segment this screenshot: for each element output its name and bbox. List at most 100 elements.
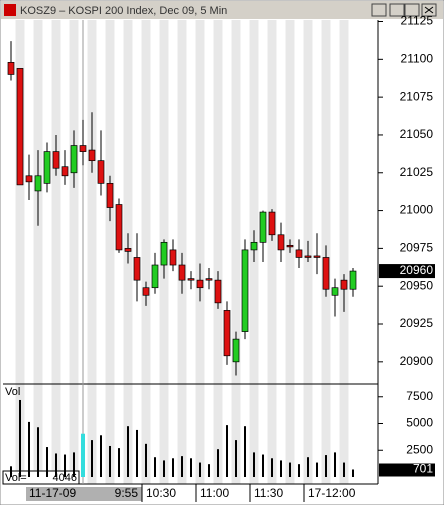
candle-body	[259, 211, 267, 243]
x-tick-label: 11:30	[254, 486, 283, 500]
volume-bar	[64, 454, 66, 477]
cursor-date: 11-17-09	[29, 486, 76, 500]
background-stripe	[33, 20, 43, 484]
volume-bar	[172, 458, 174, 477]
minimize-button[interactable]	[389, 3, 405, 17]
background-stripe	[51, 20, 61, 484]
volume-bar	[91, 440, 93, 477]
candle-body	[16, 68, 24, 186]
candle-body	[52, 151, 60, 169]
candle-body	[97, 160, 105, 184]
cursor-label: Vol=	[5, 472, 27, 484]
volume-bar	[136, 429, 138, 477]
candle-body	[268, 211, 276, 236]
background-stripe	[177, 20, 187, 484]
volume-bar	[253, 452, 255, 477]
cursor-time-box	[26, 487, 142, 501]
volume-bar	[109, 445, 111, 477]
volume-bar	[28, 421, 30, 477]
candle-body	[223, 310, 231, 357]
title-bar	[1, 1, 443, 19]
volume-bar	[226, 425, 228, 477]
y-tick-label: 21025	[400, 165, 434, 179]
volume-bar	[280, 460, 282, 477]
background-stripe	[267, 20, 277, 484]
background-stripe	[231, 20, 241, 484]
background-stripe	[105, 20, 115, 484]
close-x	[424, 6, 434, 14]
background-stripe	[339, 20, 349, 484]
y-tick-label: 5000	[406, 416, 433, 430]
candle-body	[331, 287, 339, 296]
background-stripe	[213, 20, 223, 484]
volume-bar	[154, 457, 156, 477]
last-volume-label: 701	[413, 462, 433, 476]
y-tick-label: 21100	[401, 51, 434, 65]
last-volume-box	[379, 463, 435, 477]
candle-body	[349, 270, 357, 290]
candle-body	[124, 248, 132, 252]
volume-bar	[307, 457, 309, 477]
volume-bar	[118, 448, 120, 477]
volume-bar	[100, 435, 102, 477]
candle-body	[115, 204, 123, 251]
candle-body	[34, 175, 42, 192]
cursor-value-box	[2, 470, 80, 485]
x-tick-label: 17-12:00	[308, 486, 356, 500]
candle-body	[196, 279, 204, 289]
volume-bar	[208, 464, 210, 477]
candle-body	[322, 257, 330, 290]
volume-pane-label: Vol	[5, 386, 20, 398]
candle-body	[205, 278, 213, 281]
volume-bar	[37, 427, 39, 477]
volume-bar	[19, 399, 21, 477]
candle-body	[286, 245, 294, 248]
maximize-button[interactable]	[404, 3, 420, 17]
background-stripe	[195, 20, 205, 484]
candle-body	[169, 249, 177, 266]
volume-bar	[217, 449, 219, 477]
candle-body	[79, 145, 87, 152]
y-tick-label: 21125	[401, 14, 434, 28]
candle-body	[340, 279, 348, 290]
background-stripe	[15, 20, 25, 484]
volume-bar	[244, 426, 246, 477]
volume-bar	[55, 453, 57, 477]
x-tick-label: 10:30	[146, 486, 176, 500]
window-title: KOSZ9 – KOSPI 200 Index, Dec 09, 5 Min	[20, 5, 227, 17]
cursor-bar	[81, 433, 85, 477]
candle-body	[151, 264, 159, 289]
volume-bar	[289, 462, 291, 477]
window-buttons[interactable]	[371, 3, 437, 17]
background-stripe	[69, 20, 79, 484]
volume-bar	[73, 452, 75, 477]
volume-bar	[163, 460, 165, 477]
volume-bar	[235, 440, 237, 477]
background-stripe	[141, 20, 151, 484]
candle-body	[25, 175, 33, 183]
volume-bar	[181, 456, 183, 477]
candle-body	[70, 145, 78, 174]
candle-body	[241, 249, 249, 332]
volume-bar	[127, 426, 129, 477]
candle-body	[178, 264, 186, 281]
y-tick-label: 21050	[400, 127, 434, 141]
candle-body	[313, 255, 321, 258]
y-tick-label: 20950	[400, 278, 434, 292]
candle-body	[295, 249, 303, 258]
last-price-box	[379, 264, 435, 279]
restore-button[interactable]	[371, 3, 387, 17]
candle-body	[187, 278, 195, 281]
candle-body	[232, 338, 240, 363]
y-tick-label: 20900	[400, 354, 434, 368]
candle-body	[277, 234, 285, 251]
volume-bar	[271, 458, 273, 477]
candle-body	[214, 279, 222, 304]
volume-bar	[325, 455, 327, 477]
volume-bar	[46, 447, 48, 477]
y-tick-label: 21000	[400, 203, 434, 217]
x-tick-label: 9:55	[115, 486, 139, 500]
candle-body	[61, 166, 69, 177]
candle-body	[88, 149, 96, 162]
